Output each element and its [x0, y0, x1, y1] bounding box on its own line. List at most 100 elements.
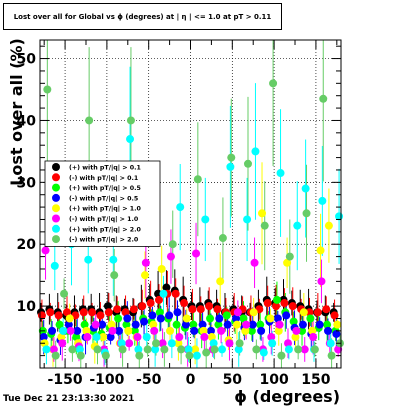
- data-point: [172, 320, 181, 329]
- legend: (+) with pT/|q| > 0.1 (-) with pT/|q| > 0…: [44, 160, 161, 247]
- data-point: [199, 326, 208, 335]
- data-point: [133, 333, 142, 342]
- data-point: [192, 351, 201, 360]
- data-point: [101, 351, 110, 360]
- data-point: [206, 326, 215, 335]
- data-point: [250, 258, 259, 267]
- legend-label: (+) with pT/|q| > 0.1: [69, 165, 141, 173]
- data-point: [104, 308, 113, 317]
- data-point: [249, 308, 258, 317]
- chart-title: Lost over all for Global vs ϕ (degrees) …: [13, 12, 272, 21]
- data-point: [268, 339, 277, 348]
- data-point: [117, 339, 126, 348]
- legend-label: (-) with pT/|q| > 0.5: [69, 195, 138, 203]
- data-point: [82, 326, 91, 335]
- data-point: [266, 314, 275, 323]
- data-point: [63, 308, 72, 317]
- data-point: [315, 320, 324, 329]
- x-tick-label: 150: [301, 372, 330, 388]
- data-point: [184, 345, 193, 354]
- data-point: [162, 283, 171, 292]
- legend-marker: [52, 214, 60, 223]
- data-point: [318, 196, 327, 205]
- data-point: [276, 169, 285, 178]
- data-point: [159, 289, 168, 298]
- data-point: [41, 246, 50, 255]
- legend-marker: [52, 235, 60, 244]
- data-point: [309, 333, 318, 342]
- data-point: [308, 326, 317, 335]
- data-point: [48, 326, 57, 335]
- data-point: [334, 345, 343, 354]
- data-point: [59, 326, 68, 335]
- legend-label: (-) with pT/|q| > 2.0: [69, 237, 139, 245]
- data-point: [130, 326, 139, 335]
- data-point: [300, 345, 309, 354]
- data-point: [110, 271, 119, 280]
- data-point: [285, 252, 294, 261]
- data-point: [284, 339, 293, 348]
- legend-label: (+) with pT/|q| > 0.5: [69, 185, 141, 193]
- data-point: [280, 299, 289, 308]
- x-tick-label: -150: [48, 372, 83, 388]
- legend-marker: [52, 183, 60, 192]
- data-point: [174, 339, 183, 348]
- data-point: [83, 333, 92, 342]
- data-point: [294, 345, 303, 354]
- legend-marker: [52, 224, 60, 233]
- data-point: [252, 345, 261, 354]
- data-point: [126, 116, 135, 125]
- data-point: [247, 326, 256, 335]
- y-tick-label: 50: [17, 52, 37, 68]
- data-point: [284, 345, 293, 354]
- data-point: [298, 320, 307, 329]
- data-point: [55, 320, 64, 329]
- data-point: [256, 320, 265, 329]
- data-point: [98, 320, 107, 329]
- legend-marker: [52, 204, 60, 213]
- data-point: [92, 333, 101, 342]
- data-point: [232, 314, 241, 323]
- timestamp: Tue Dec 21 23:13:30 2021: [3, 394, 135, 404]
- data-point: [79, 308, 88, 317]
- data-point: [99, 333, 108, 342]
- data-point: [310, 345, 319, 354]
- data-point: [138, 302, 147, 311]
- data-point: [243, 159, 252, 168]
- y-tick-label: 10: [17, 299, 37, 315]
- data-point: [313, 308, 322, 317]
- data-point: [299, 308, 308, 317]
- data-point: [150, 326, 159, 335]
- data-point: [165, 311, 174, 320]
- data-point: [143, 345, 152, 354]
- data-point: [333, 320, 342, 329]
- data-point: [182, 314, 191, 323]
- data-point: [140, 271, 149, 280]
- data-point: [60, 289, 69, 298]
- data-point: [156, 314, 165, 323]
- y-tick-label: 30: [17, 175, 37, 191]
- data-point: [108, 326, 117, 335]
- data-point: [227, 153, 236, 162]
- data-point: [293, 221, 302, 230]
- data-point: [242, 320, 251, 329]
- data-point: [277, 351, 286, 360]
- data-point: [202, 348, 211, 357]
- x-axis-label: ϕ (degrees): [234, 387, 340, 406]
- data-point: [298, 326, 307, 335]
- data-point: [173, 308, 182, 317]
- data-point: [166, 326, 175, 335]
- data-point: [124, 326, 133, 335]
- data-point: [66, 326, 75, 335]
- data-point: [288, 302, 297, 311]
- data-point: [292, 326, 301, 335]
- data-point: [177, 345, 186, 354]
- data-point: [322, 305, 331, 314]
- data-point: [167, 339, 176, 348]
- data-point: [327, 351, 336, 360]
- data-point: [269, 79, 278, 88]
- x-tick-label: 100: [259, 372, 288, 388]
- data-point: [234, 345, 243, 354]
- data-point: [210, 345, 219, 354]
